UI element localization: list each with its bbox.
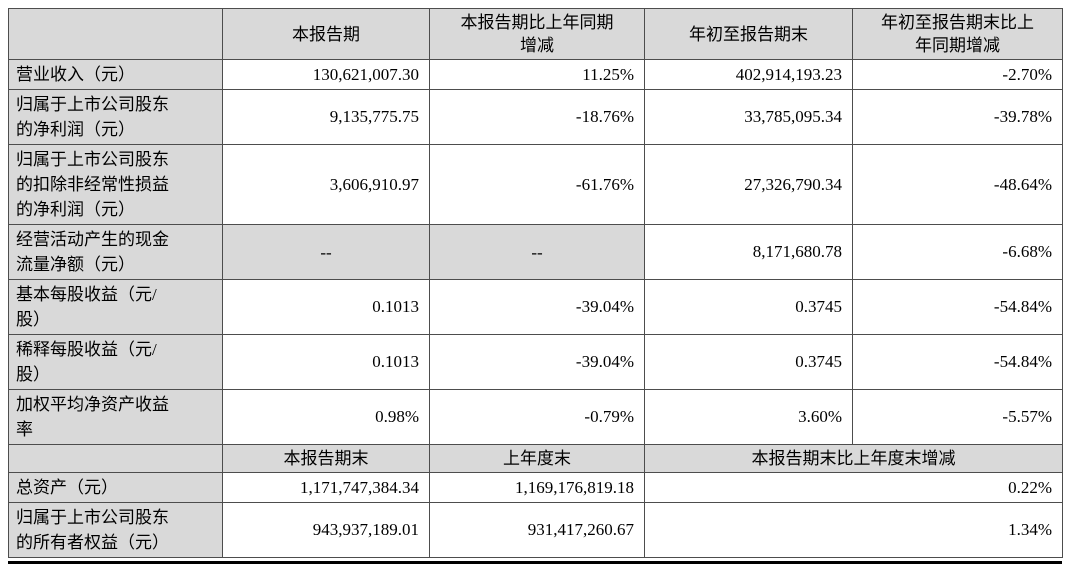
table-row-total-assets: 总资产（元） 1,171,747,384.34 1,169,176,819.18…: [8, 472, 1063, 503]
table-row-weighted-avg-roe: 加权平均净资产收益 率 0.98% -0.79% 3.60% -5.57%: [8, 389, 1063, 445]
value-ytd: 8,171,680.78: [644, 224, 853, 280]
header-empty-cell: [8, 444, 223, 473]
header-change-vs-prev-year-end: 本报告期末比上年度末增减: [644, 444, 1063, 473]
metric-label: 营业收入（元）: [8, 59, 223, 90]
metric-label: 基本每股收益（元/ 股）: [8, 279, 223, 335]
value-current: 130,621,007.30: [222, 59, 430, 90]
value-current: 3,606,910.97: [222, 144, 430, 225]
header-ytd: 年初至报告期末: [644, 8, 853, 60]
table-header-row-period: 本报告期 本报告期比上年同期 增减 年初至报告期末 年初至报告期末比上 年同期增…: [8, 8, 1063, 60]
value-ytd-yoy: -54.84%: [852, 279, 1063, 335]
metric-label: 归属于上市公司股东 的扣除非经常性损益 的净利润（元）: [8, 144, 223, 225]
metric-label: 归属于上市公司股东 的净利润（元）: [8, 89, 223, 145]
value-ytd: 0.3745: [644, 279, 853, 335]
metric-label: 经营活动产生的现金 流量净额（元）: [8, 224, 223, 280]
header-yoy-change: 本报告期比上年同期 增减: [429, 8, 645, 60]
value-current: 9,135,775.75: [222, 89, 430, 145]
metric-label: 加权平均净资产收益 率: [8, 389, 223, 445]
table-row-revenue: 营业收入（元） 130,621,007.30 11.25% 402,914,19…: [8, 59, 1063, 90]
header-ytd-yoy-change: 年初至报告期末比上 年同期增减: [852, 8, 1063, 60]
metric-label: 稀释每股收益（元/ 股）: [8, 334, 223, 390]
value-ytd-yoy: -39.78%: [852, 89, 1063, 145]
table-row-net-profit: 归属于上市公司股东 的净利润（元） 9,135,775.75 -18.76% 3…: [8, 89, 1063, 145]
value-ytd-yoy: -54.84%: [852, 334, 1063, 390]
value-yoy: -39.04%: [429, 334, 645, 390]
value-current: 0.1013: [222, 279, 430, 335]
value-ytd: 27,326,790.34: [644, 144, 853, 225]
table-row-net-profit-excl-nonrecurring: 归属于上市公司股东 的扣除非经常性损益 的净利润（元） 3,606,910.97…: [8, 144, 1063, 225]
value-current: --: [222, 224, 430, 280]
value-ytd-yoy: -2.70%: [852, 59, 1063, 90]
value-yoy: -39.04%: [429, 279, 645, 335]
value-yoy: --: [429, 224, 645, 280]
value-change: 0.22%: [644, 472, 1063, 503]
header-current-period: 本报告期: [222, 8, 430, 60]
value-ytd: 3.60%: [644, 389, 853, 445]
metric-label: 归属于上市公司股东 的所有者权益（元）: [8, 502, 223, 558]
value-ytd-yoy: -6.68%: [852, 224, 1063, 280]
report-page: 本报告期 本报告期比上年同期 增减 年初至报告期末 年初至报告期末比上 年同期增…: [8, 8, 1063, 564]
value-current: 0.98%: [222, 389, 430, 445]
value-ytd-yoy: -48.64%: [852, 144, 1063, 225]
table-row-basic-eps: 基本每股收益（元/ 股） 0.1013 -39.04% 0.3745 -54.8…: [8, 279, 1063, 335]
metric-label: 总资产（元）: [8, 472, 223, 503]
value-yoy: -18.76%: [429, 89, 645, 145]
value-period-end: 1,171,747,384.34: [222, 472, 430, 503]
value-yoy: -0.79%: [429, 389, 645, 445]
value-prev-year-end: 1,169,176,819.18: [429, 472, 645, 503]
value-period-end: 943,937,189.01: [222, 502, 430, 558]
header-period-end: 本报告期末: [222, 444, 430, 473]
value-ytd: 0.3745: [644, 334, 853, 390]
financial-summary-table: 本报告期 本报告期比上年同期 增减 年初至报告期末 年初至报告期末比上 年同期增…: [8, 8, 1063, 558]
value-yoy: 11.25%: [429, 59, 645, 90]
table-row-operating-cash-flow: 经营活动产生的现金 流量净额（元） -- -- 8,171,680.78 -6.…: [8, 224, 1063, 280]
value-prev-year-end: 931,417,260.67: [429, 502, 645, 558]
header-empty-cell: [8, 8, 223, 60]
value-ytd: 402,914,193.23: [644, 59, 853, 90]
header-prev-year-end: 上年度末: [429, 444, 645, 473]
table-row-equity-attributable: 归属于上市公司股东 的所有者权益（元） 943,937,189.01 931,4…: [8, 502, 1063, 558]
table-row-diluted-eps: 稀释每股收益（元/ 股） 0.1013 -39.04% 0.3745 -54.8…: [8, 334, 1063, 390]
table-header-row-period-end: 本报告期末 上年度末 本报告期末比上年度末增减: [8, 444, 1063, 473]
value-current: 0.1013: [222, 334, 430, 390]
value-ytd-yoy: -5.57%: [852, 389, 1063, 445]
value-ytd: 33,785,095.34: [644, 89, 853, 145]
value-yoy: -61.76%: [429, 144, 645, 225]
value-change: 1.34%: [644, 502, 1063, 558]
